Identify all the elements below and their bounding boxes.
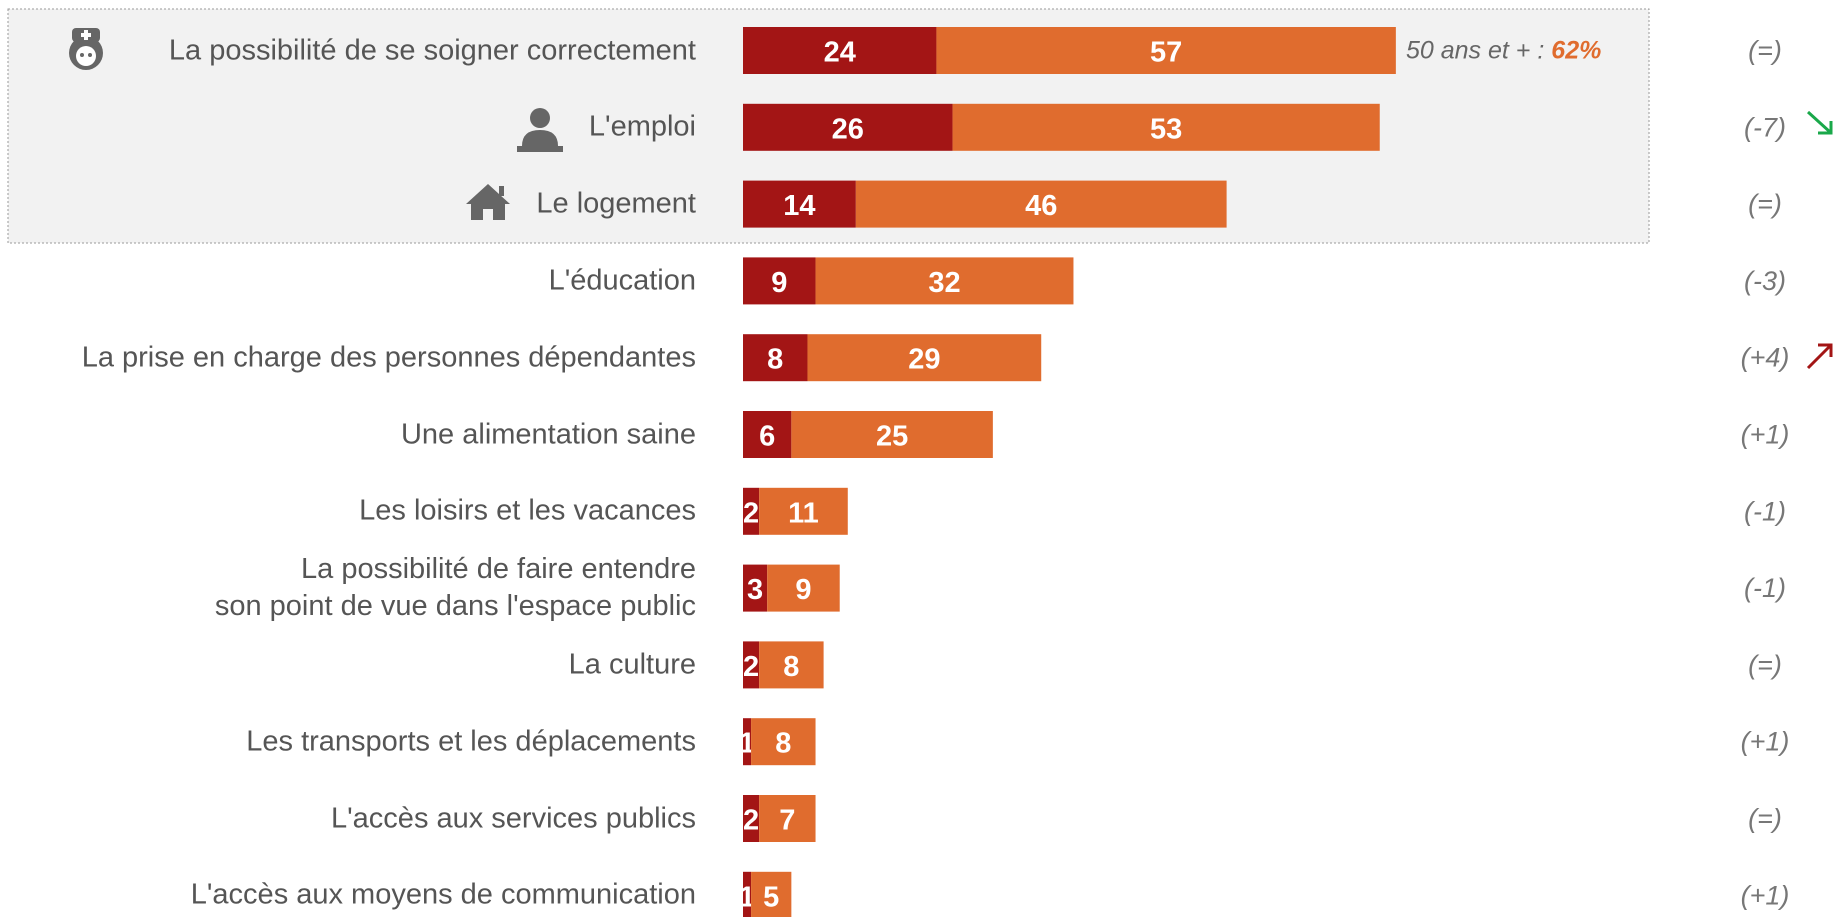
employee-icon [517,108,563,152]
value-label: 24 [824,37,856,69]
value-label: 9 [795,574,811,606]
bar-segment [807,334,1042,382]
category-label: La culture [568,648,696,681]
change-label: (-3) [1744,266,1786,296]
bar-segment [751,871,792,917]
value-label: 3 [747,574,763,606]
nurse-icon [69,28,103,70]
value-label: 53 [1150,113,1182,145]
category-label: La possibilité de faire entendre son poi… [214,553,696,623]
bar-segment [743,641,760,689]
value-label: 14 [783,190,815,222]
category-label: La possibilité de se soigner correctemen… [168,34,696,66]
value-label: 8 [783,651,799,683]
annotation-text: 50 ans et + : [1406,37,1544,65]
category-label: L'emploi [588,110,696,143]
value-label: 26 [832,113,864,145]
change-label: (+1) [1741,880,1790,910]
change-label: (=) [1748,804,1782,834]
bar-segment [743,795,760,842]
change-label: (=) [1748,36,1782,66]
bar-segment [743,564,768,612]
bar-segment [743,180,856,228]
bar-segment [791,411,993,458]
change-label: (+4) [1741,343,1790,373]
value-label: 2 [743,651,759,683]
category-label: Les loisirs et les vacances [359,494,696,527]
bar-segment [759,641,824,689]
bar-segment [743,871,752,917]
bar-segment [743,257,816,305]
value-label: 2 [743,497,759,529]
trend-up-arrow [1806,343,1833,370]
category-label: Une alimentation saine [400,418,696,450]
bar-segment [759,795,816,842]
value-label: 9 [771,267,787,299]
bar-segment [936,27,1396,74]
bar-segment [743,334,808,382]
value-label: 5 [763,881,779,913]
change-label: (=) [1748,650,1782,680]
change-label: (=) [1748,189,1782,219]
value-label: 29 [908,344,940,376]
bar-segment [751,718,816,766]
category-label: L'accès aux services publics [331,802,696,834]
category-label: L'accès aux moyens de communication [190,878,696,911]
value-label: 8 [775,728,791,760]
house-icon [466,184,510,220]
bar-segment [767,564,840,612]
category-label: Les transports et les déplacements [246,725,696,758]
change-label: (+1) [1741,727,1790,757]
value-label: 6 [759,421,775,453]
bar-segment [759,487,848,535]
annotation-highlight: 62% [1551,37,1601,65]
bar-segment [855,180,1227,228]
change-label: (-7) [1744,112,1786,142]
bar-segment [815,257,1074,305]
category-label: La prise en charge des personnes dépenda… [81,341,696,374]
change-label: (-1) [1744,496,1786,526]
value-label: 8 [767,344,783,376]
value-label: 57 [1150,37,1182,69]
bar-segment [743,27,937,74]
change-label: (+1) [1741,420,1790,450]
annotation: 50 ans et + :62% [1406,37,1601,65]
bar-segment [743,718,752,766]
change-label: (-1) [1744,573,1786,603]
bar-segment [743,103,953,151]
value-label: 32 [928,267,960,299]
bar-segment [743,411,792,458]
category-label: L'éducation [548,264,696,297]
value-label: 2 [743,805,759,837]
value-label: 46 [1025,190,1057,222]
value-label: 25 [876,421,908,453]
value-label: 11 [788,497,819,529]
value-label: 7 [779,805,795,837]
trend-down-arrow [1806,110,1833,135]
category-label: Le logement [536,187,696,220]
bar-segment [743,487,760,535]
bar-segment [952,103,1380,151]
